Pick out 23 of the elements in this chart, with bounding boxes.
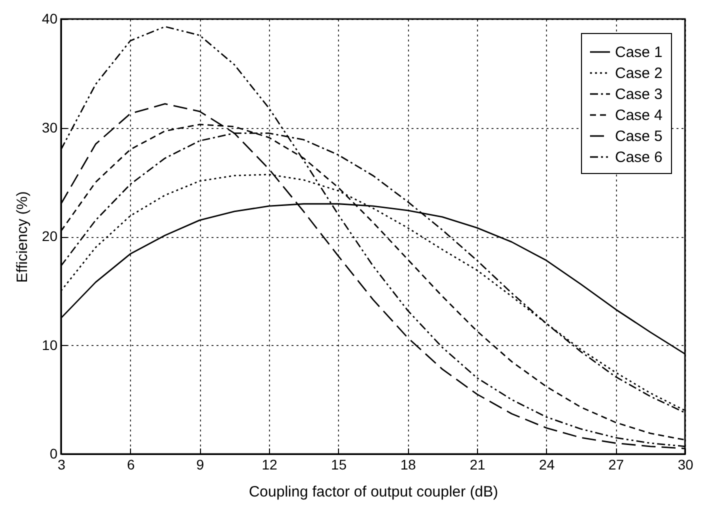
legend-label: Case 1: [615, 44, 663, 61]
legend-label: Case 6: [615, 149, 663, 166]
y-tick-label: 10: [42, 336, 58, 353]
x-tick-label: 3: [58, 456, 66, 472]
x-tick-label: 12: [262, 456, 278, 472]
legend-label: Case 5: [615, 128, 663, 145]
y-tick-label: 30: [42, 119, 58, 136]
x-tick-label: 21: [470, 456, 486, 472]
y-tick-label: 40: [42, 10, 58, 26]
y-axis-title: Efficiency (%): [14, 191, 31, 283]
x-tick-label: 30: [678, 456, 694, 472]
x-tick-label: 15: [331, 456, 347, 472]
x-tick-label: 18: [400, 456, 416, 472]
x-tick-label: 27: [608, 456, 624, 472]
legend-label: Case 3: [615, 86, 663, 103]
x-tick-label: 9: [196, 456, 204, 472]
legend-label: Case 4: [615, 107, 663, 124]
x-tick-label: 6: [126, 456, 135, 472]
y-tick-label: 0: [50, 446, 58, 462]
x-tick-label: 24: [539, 456, 555, 472]
x-axis-title: Coupling factor of output coupler (dB): [248, 484, 498, 500]
y-tick-label: 20: [42, 228, 58, 244]
legend-label: Case 2: [615, 65, 663, 82]
